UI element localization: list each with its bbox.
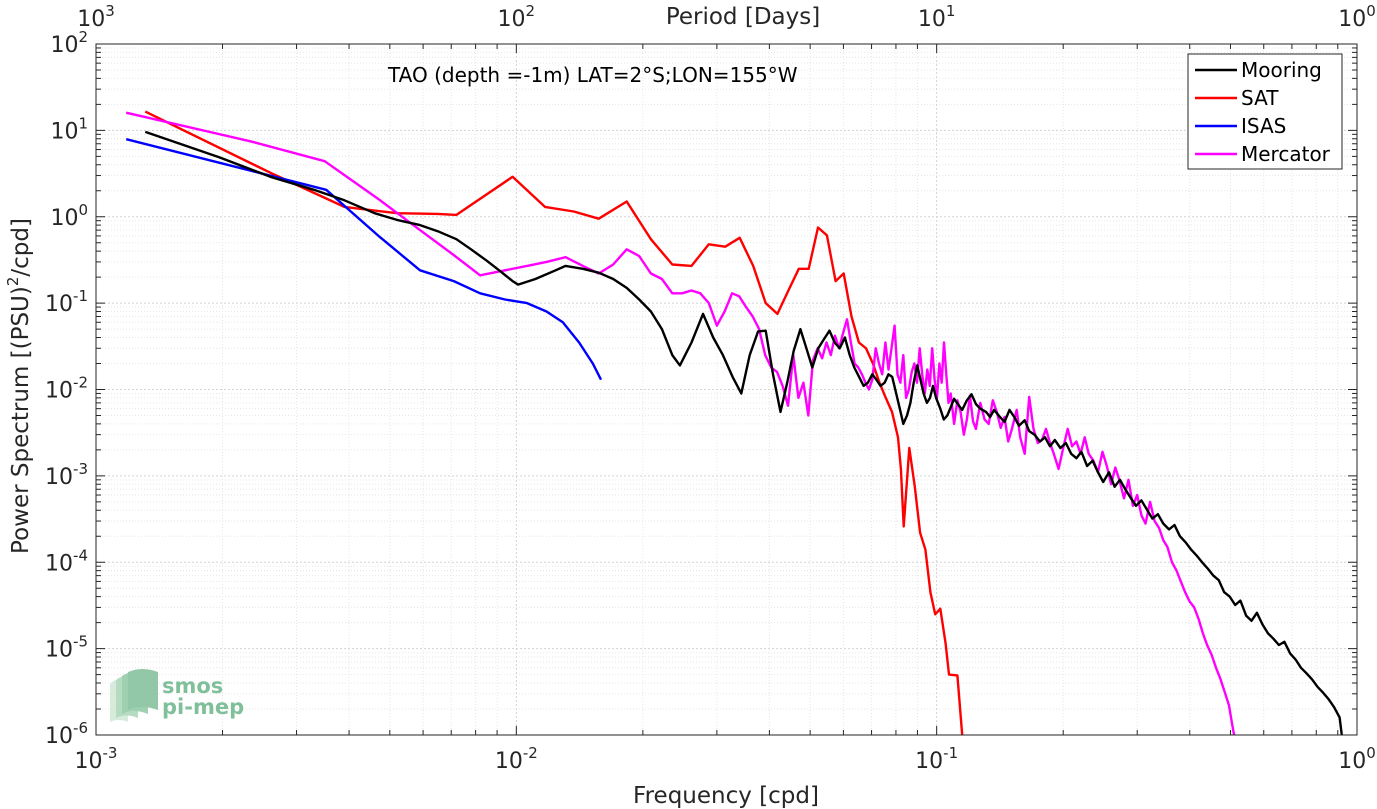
series-line-mercator — [125, 111, 1236, 735]
x-tick-label-exponent: 0 — [1366, 744, 1376, 762]
y-tick-label-exponent: -6 — [73, 719, 88, 737]
top-tick-label-exponent: 2 — [526, 2, 536, 20]
top-tick-label-base: 10 — [77, 7, 105, 32]
y-tick-label-base: 10 — [50, 119, 78, 144]
legend: Mooring SAT ISAS Mercator — [1187, 53, 1343, 170]
legend-label-isas: ISAS — [1241, 114, 1286, 138]
grid-lines — [95, 43, 1358, 736]
legend-box — [1187, 53, 1343, 170]
y-tick-label: 10-2 — [45, 374, 88, 404]
y-tick-label: 10-5 — [45, 633, 88, 663]
series-line-isas — [125, 138, 603, 381]
y-axis-title: Power Spectrum [(PSU)2/cpd] — [4, 218, 34, 554]
top-tick-label: 103 — [77, 2, 115, 32]
y-tick-label-exponent: -1 — [73, 287, 88, 305]
top-tick-label: 102 — [498, 2, 536, 32]
x-tick-label: 10-2 — [495, 744, 538, 774]
y-tick-label-exponent: -4 — [73, 546, 88, 564]
y-tick-label-exponent: 0 — [78, 201, 88, 219]
y-tick-label: 10-4 — [45, 546, 88, 576]
y-tick-label-base: 10 — [45, 638, 73, 663]
y-tick-label-base: 10 — [45, 292, 73, 317]
x-tick-label-exponent: -1 — [943, 744, 958, 762]
y-tick-label-base: 10 — [45, 379, 73, 404]
logo-text-smos: smos — [162, 674, 223, 698]
top-tick-label-base: 10 — [1338, 7, 1366, 32]
plot-frame — [95, 43, 1358, 736]
x-tick-label-base: 10 — [1338, 749, 1366, 774]
x-tick-label-base: 10 — [915, 749, 943, 774]
top-tick-label-base: 10 — [918, 7, 946, 32]
x-tick-label-exponent: -3 — [103, 744, 118, 762]
legend-label-mooring: Mooring — [1241, 58, 1322, 82]
y-tick-label: 100 — [50, 201, 88, 231]
top-tick-label-exponent: 1 — [946, 2, 956, 20]
y-tick-label-exponent: 1 — [78, 114, 88, 132]
top-tick-label: 101 — [918, 2, 956, 32]
y-axis-title-main: Power Spectrum [(PSU) — [8, 286, 34, 554]
plot-area — [96, 44, 1357, 735]
legend-label-sat: SAT — [1241, 86, 1279, 110]
y-tick-label-base: 10 — [50, 33, 78, 58]
x-tick-label: 10-3 — [75, 744, 118, 774]
top-tick-label-exponent: 3 — [105, 2, 115, 20]
top-tick-label-base: 10 — [498, 7, 526, 32]
top-tick-label: 100 — [1338, 2, 1376, 32]
y-tick-label: 102 — [50, 28, 88, 58]
y-tick-label: 10-3 — [45, 460, 88, 490]
y-axis-title-unit: /cpd] — [8, 218, 34, 277]
series-layer — [125, 110, 1343, 735]
series-line-mooring — [144, 130, 1343, 735]
logo-text-pi-mep: pi-mep — [162, 695, 244, 719]
y-tick-label-exponent: 2 — [78, 28, 88, 46]
x-tick-label-base: 10 — [495, 749, 523, 774]
y-tick-label-exponent: -5 — [73, 633, 88, 651]
y-tick-label-exponent: -3 — [73, 460, 88, 478]
y-tick-label-base: 10 — [45, 724, 73, 749]
top-axis-title: Period [Days] — [666, 4, 820, 30]
logo-mark — [110, 669, 158, 722]
smos-pi-mep-logo: smos pi-mep — [110, 669, 244, 722]
x-tick-label: 10-1 — [915, 744, 958, 774]
y-tick-label-exponent: -2 — [73, 374, 88, 392]
x-tick-label-base: 10 — [75, 749, 103, 774]
y-tick-label: 10-1 — [45, 287, 88, 317]
y-axis-title-exponent: 2 — [4, 277, 22, 287]
y-tick-label-base: 10 — [45, 551, 73, 576]
x-axis-title: Frequency [cpd] — [633, 783, 819, 809]
top-tick-label-exponent: 0 — [1366, 2, 1376, 20]
x-tick-label: 100 — [1338, 744, 1376, 774]
x-tick-label-exponent: -2 — [523, 744, 538, 762]
series-line-sat — [144, 110, 964, 735]
y-tick-label-base: 10 — [50, 206, 78, 231]
chart-annotation: TAO (depth =-1m) LAT=2°S;LON=155°W — [387, 63, 798, 87]
legend-label-mercator: Mercator — [1241, 142, 1331, 166]
y-tick-label: 101 — [50, 114, 88, 144]
y-tick-label-base: 10 — [45, 465, 73, 490]
y-tick-label: 10-6 — [45, 719, 88, 749]
